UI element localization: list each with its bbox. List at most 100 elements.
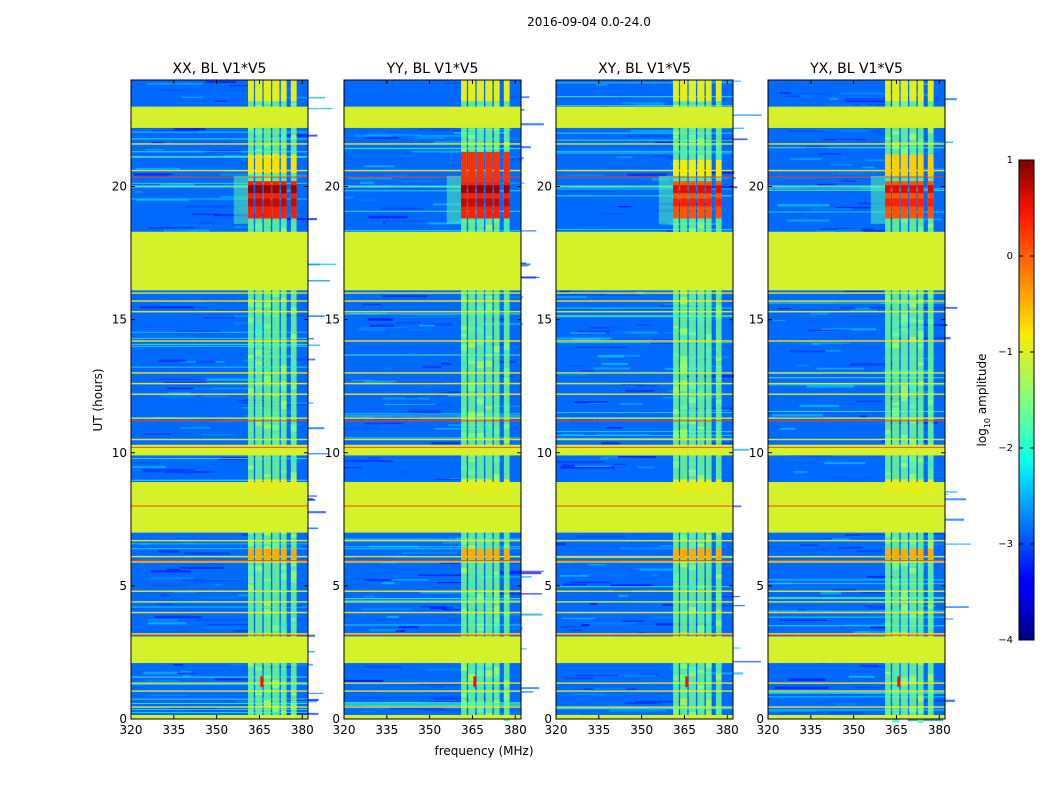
noise-streak <box>364 165 395 168</box>
rfi-strong-core2 <box>909 198 917 207</box>
noise-streak <box>556 543 567 546</box>
noise-streak <box>267 563 292 565</box>
rfi-speckle <box>892 673 900 681</box>
rfi-speckle <box>263 419 271 428</box>
rfi-speckle <box>680 360 688 368</box>
noise-streak <box>382 397 430 400</box>
rfi-speckle <box>461 148 467 153</box>
noise-streak <box>364 666 402 669</box>
noise-streak <box>675 146 684 148</box>
rfi-speckle <box>476 682 484 686</box>
rfi-speckle <box>485 563 493 566</box>
noise-streak <box>637 466 654 469</box>
noise-streak <box>159 668 179 670</box>
noise-streak <box>883 358 936 360</box>
colorbar-tick-label: 1 <box>1007 155 1013 166</box>
rfi-speckle <box>272 223 280 228</box>
noise-streak <box>425 586 477 590</box>
rfi-speckle <box>680 328 688 337</box>
noise-streak <box>402 552 457 555</box>
rfi-speckle <box>255 567 263 572</box>
rfi-speckle <box>461 360 467 368</box>
noise-streak <box>642 603 662 606</box>
rfi-block-top <box>705 80 712 102</box>
rfi-block-6h <box>909 548 917 560</box>
rfi-speckle <box>485 406 493 410</box>
noise-streak <box>658 415 679 418</box>
noise-streak <box>688 176 736 179</box>
noise-streak <box>774 582 793 585</box>
rfi-speckle <box>705 616 712 625</box>
rfi-speckle <box>255 129 263 135</box>
rfi-speckle <box>280 660 287 667</box>
bright-line <box>556 372 733 374</box>
noise-streak <box>360 326 408 329</box>
rfi-speckle <box>468 433 476 437</box>
rfi-speckle <box>697 585 705 589</box>
rfi-speckle <box>697 543 705 547</box>
noise-streak <box>798 93 831 96</box>
noise-streak <box>825 604 843 608</box>
rfi-upper-band <box>688 159 696 176</box>
noise-streak <box>610 709 666 712</box>
rfi-speckle <box>248 535 254 540</box>
y-tick-label: 20 <box>325 180 340 194</box>
noise-streak <box>176 330 221 333</box>
noise-streak <box>633 545 673 548</box>
time-stripe <box>131 156 308 158</box>
rfi-speckle <box>909 133 917 140</box>
noise-streak <box>610 584 653 587</box>
rfi-block-9h <box>493 479 500 493</box>
noise-streak <box>380 207 424 210</box>
flagged-bands <box>344 106 521 719</box>
noise-streak <box>283 402 314 404</box>
rfi-block-6h <box>705 548 712 560</box>
time-stripe <box>768 625 945 627</box>
rfi-speckle <box>290 307 297 314</box>
rfi-speckle <box>503 437 510 444</box>
noise-streak <box>811 343 821 345</box>
rfi-speckle <box>900 389 908 397</box>
rfi-upper-band <box>917 154 924 176</box>
bright-line <box>344 611 521 614</box>
noise-streak <box>923 606 969 608</box>
time-stripe <box>131 131 308 133</box>
rfi-strong-core2 <box>255 198 263 207</box>
rfi-block-9h <box>248 479 254 493</box>
time-stripe <box>131 337 308 339</box>
noise-streak <box>892 218 943 221</box>
noise-streak <box>151 141 164 145</box>
noise-streak <box>420 591 474 594</box>
noise-streak <box>397 470 407 473</box>
rfi-speckle <box>485 535 493 542</box>
rfi-speckle <box>263 584 271 590</box>
noise-streak <box>790 350 826 353</box>
rfi-speckle <box>280 226 287 232</box>
noise-streak <box>369 628 403 632</box>
rfi-channel <box>697 80 705 719</box>
rfi-speckle <box>892 343 900 349</box>
rfi-speckle <box>697 426 705 429</box>
noise-streak <box>709 595 740 598</box>
noise-streak <box>151 570 191 573</box>
rfi-speckle <box>248 317 254 323</box>
noise-streak <box>622 620 644 622</box>
bright-line <box>344 539 521 542</box>
time-stripe <box>344 413 521 415</box>
panel-title: YX, BL V1*V5 <box>809 61 903 77</box>
rfi-speckle <box>892 329 900 336</box>
rfi-speckle <box>715 620 722 627</box>
rfi-block-6h <box>263 548 271 560</box>
noise-streak <box>193 387 248 390</box>
rfi-speckle <box>263 303 271 306</box>
rfi-speckle <box>272 394 280 397</box>
noise-streak <box>868 130 882 133</box>
rfi-speckle <box>272 314 280 317</box>
noise-streak <box>435 170 447 173</box>
rfi-block-top <box>909 80 917 102</box>
rfi-block-6h <box>468 548 476 560</box>
rfi-speckle <box>290 134 297 140</box>
rfi-upper-band <box>485 151 493 182</box>
rfi-speckle <box>493 597 500 604</box>
rfi-speckle <box>485 360 493 367</box>
